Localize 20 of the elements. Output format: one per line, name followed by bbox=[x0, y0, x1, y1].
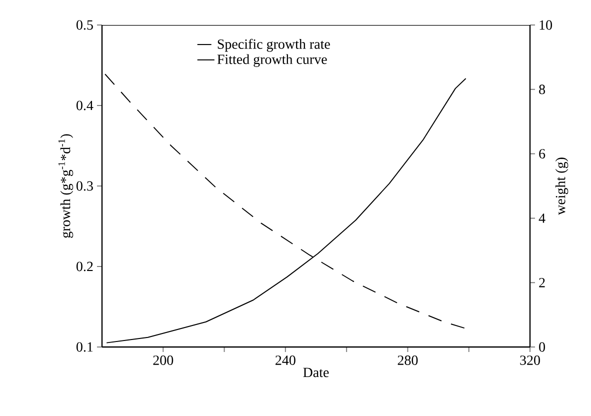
y2-axis-title: weight (g) bbox=[555, 158, 568, 215]
y2-tick-label: 10 bbox=[540, 20, 552, 30]
y-tick-label: 0.1 bbox=[76, 342, 93, 352]
y-tick-label: 0.3 bbox=[76, 181, 93, 191]
y-axis-title: growth (g*g$^{-1}$*d$^{-1}$) bbox=[58, 134, 74, 238]
y-tick-label: 0.5 bbox=[76, 20, 93, 30]
y2-tick-label: 4 bbox=[538, 214, 546, 223]
x-tick-label: 320 bbox=[520, 356, 540, 365]
legend-label: Fitted growth curve bbox=[217, 54, 327, 67]
y-tick-label: 0.2 bbox=[76, 262, 93, 272]
x-tick-label: 280 bbox=[398, 356, 418, 365]
y2-tick-label: 2 bbox=[539, 278, 545, 288]
legend-label: Specific growth rate bbox=[218, 38, 330, 52]
y2-tick-label: 6 bbox=[539, 149, 546, 159]
x-tick-label: 200 bbox=[153, 356, 174, 365]
y2-tick-label: 0 bbox=[539, 342, 545, 352]
y2-tick-label: 8 bbox=[539, 84, 545, 94]
x-axis-title: Date bbox=[303, 368, 329, 378]
x-tick-label: 240 bbox=[276, 356, 296, 365]
y-tick-label: 0.4 bbox=[76, 100, 94, 110]
